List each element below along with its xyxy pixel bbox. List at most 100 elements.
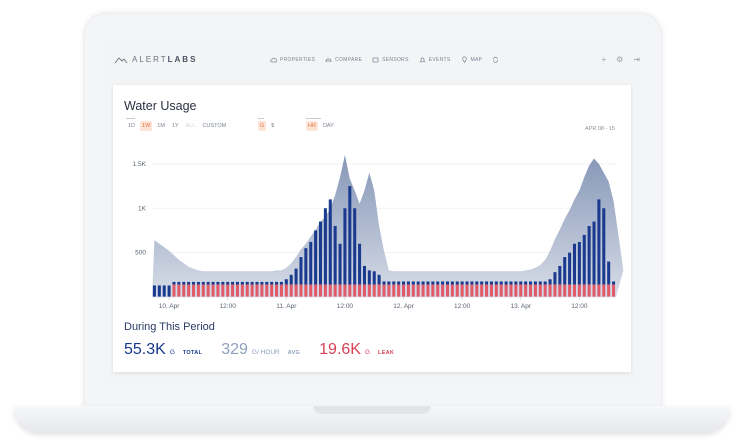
bar-total xyxy=(265,281,269,285)
bar-leak xyxy=(533,284,537,297)
bar-leak xyxy=(489,284,493,297)
range-option-1y[interactable]: 1Y xyxy=(171,123,179,129)
bar-leak xyxy=(392,284,396,297)
nav-item-refresh[interactable] xyxy=(492,56,499,63)
bar-leak xyxy=(397,284,401,297)
bar-leak xyxy=(572,284,576,297)
range-option-1w[interactable]: 1W xyxy=(140,121,153,131)
bar-total xyxy=(558,265,562,285)
bar-total xyxy=(333,226,337,285)
bar-leak xyxy=(328,284,332,297)
bar-total xyxy=(187,281,191,285)
bar-total xyxy=(377,274,381,285)
bar-leak xyxy=(577,284,581,297)
bar-leak xyxy=(338,284,342,297)
bar-leak xyxy=(182,284,186,297)
bar-total xyxy=(397,281,401,285)
bar-leak xyxy=(216,284,220,297)
bar-total xyxy=(235,281,239,285)
bar-leak xyxy=(284,284,288,297)
bar-total xyxy=(309,241,313,285)
bar-leak xyxy=(406,284,410,297)
bar-total xyxy=(240,281,244,285)
bar-total xyxy=(548,279,552,285)
x-tick-label: 12:00 xyxy=(337,303,354,310)
unit-option-[interactable]: $ xyxy=(271,123,275,129)
x-tick-label: 12:00 xyxy=(571,303,588,310)
date-range[interactable]: APR 08 - 15 xyxy=(585,126,615,132)
bar-total xyxy=(172,281,176,285)
bar-leak xyxy=(587,284,591,297)
bar-leak xyxy=(353,284,357,297)
interval-option-day[interactable]: DAY xyxy=(322,123,334,129)
bar-leak xyxy=(480,284,484,297)
bar-leak xyxy=(514,284,518,297)
bar-leak xyxy=(416,284,420,297)
nav-item-events[interactable]: EVENTS xyxy=(419,56,451,63)
summary-stats: 55.3K G TOTAL 329 G/ HOUR AVG 19.6K G LEAK xyxy=(124,341,413,359)
gear-icon[interactable]: ⚙ xyxy=(616,55,624,64)
range-option-custom[interactable]: CUSTOM xyxy=(202,123,227,129)
bar-leak xyxy=(421,284,425,297)
interval-option-hr[interactable]: HR xyxy=(306,121,318,131)
bar-total xyxy=(323,208,327,285)
bar-total xyxy=(577,241,581,285)
bar-leak xyxy=(402,284,406,297)
bar-total xyxy=(226,281,230,285)
bar-total xyxy=(284,279,288,285)
stat-value: 19.6K xyxy=(319,341,361,358)
bar-total xyxy=(538,281,542,285)
nav-item-properties[interactable]: PROPERTIES xyxy=(270,56,315,63)
bar-total xyxy=(192,281,196,285)
bar-leak xyxy=(529,284,533,297)
bar-total xyxy=(372,271,376,285)
bar-total xyxy=(568,252,572,285)
stat-unit: G xyxy=(364,349,371,356)
water-usage-card: Water Usage ▬▬▬ 1D 1W 1M 1Y ALL CUSTOM ▬▬ G $ … xyxy=(113,85,631,372)
nav-item-sensors[interactable]: SENSORS xyxy=(372,56,409,63)
nav-item-map[interactable]: MAP xyxy=(461,56,483,63)
bar-leak xyxy=(343,284,347,297)
bar-leak xyxy=(192,284,196,297)
stat-tag: LEAK xyxy=(378,350,395,356)
bar-leak xyxy=(260,284,264,297)
plus-icon[interactable]: + xyxy=(601,55,607,64)
bar-total xyxy=(411,281,415,285)
bar-total xyxy=(416,281,420,285)
bell-icon xyxy=(419,57,426,63)
bar-total xyxy=(533,281,537,285)
stat-total: 55.3K G TOTAL xyxy=(124,341,202,359)
bar-total xyxy=(592,221,596,285)
logo[interactable]: ALERTLABS xyxy=(114,55,197,64)
interval-label: ▬▬▬▬▬ xyxy=(306,116,321,120)
nav-item-label: MAP xyxy=(470,56,483,63)
y-tick-label: 1.5K xyxy=(133,161,147,168)
range-option-1d[interactable]: 1D xyxy=(128,123,136,129)
bar-total xyxy=(216,281,220,285)
bar-total xyxy=(348,186,352,285)
bar-total xyxy=(553,272,557,285)
unit-option-g[interactable]: G xyxy=(258,121,267,131)
nav-item-compare[interactable]: COMPARE xyxy=(325,56,362,63)
bar-total xyxy=(597,199,601,285)
bar-leak xyxy=(362,284,366,297)
bar-total xyxy=(504,281,508,285)
nav-menu: PROPERTIES COMPARE SENSORS EVENTS MAP xyxy=(270,56,499,63)
bar-total xyxy=(529,281,533,285)
bar-total xyxy=(455,281,459,285)
bar-total xyxy=(289,274,293,285)
range-option-1m[interactable]: 1M xyxy=(157,123,165,129)
bar-leak xyxy=(538,284,542,297)
bar-total xyxy=(519,281,523,285)
nav-item-label: PROPERTIES xyxy=(280,56,316,63)
bar-total xyxy=(612,281,616,285)
bar-total xyxy=(387,281,391,285)
bar-total xyxy=(572,243,576,285)
bar-total xyxy=(509,281,513,285)
bar-total xyxy=(543,281,547,285)
bar-leak xyxy=(460,284,464,297)
bar-total xyxy=(211,281,215,285)
logout-icon[interactable]: ⇥ xyxy=(633,55,640,64)
bar-total xyxy=(162,285,166,297)
bar-leak xyxy=(177,284,181,297)
